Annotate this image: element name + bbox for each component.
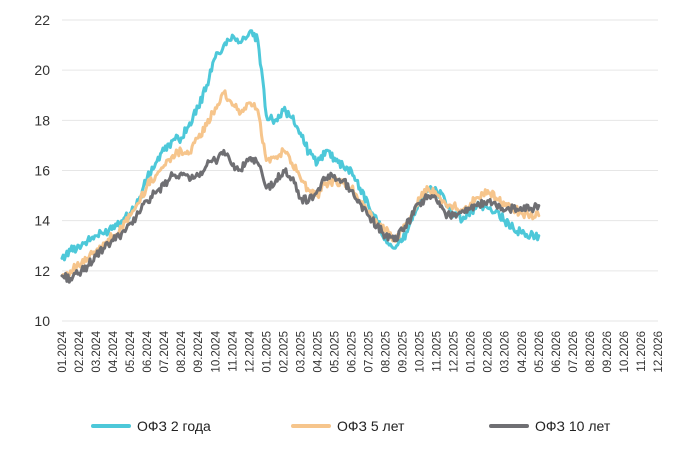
x-tick-label: 06.2025 bbox=[346, 331, 358, 373]
ofz-5y-line bbox=[60, 89, 541, 278]
x-tick-label: 01.2026 bbox=[466, 331, 478, 373]
x-tick-label: 11.2024 bbox=[227, 330, 239, 371]
ofz-10y-line bbox=[60, 148, 541, 284]
y-tick-label: 18 bbox=[34, 112, 50, 128]
x-tick-label: 03.2024 bbox=[91, 330, 103, 372]
x-tick-label: 03.2025 bbox=[295, 331, 307, 373]
legend-item-ofz2[interactable]: ОФЗ 2 года bbox=[91, 418, 211, 434]
x-tick-label: 07.2026 bbox=[568, 331, 580, 373]
x-tick-label: 04.2024 bbox=[108, 330, 120, 372]
y-tick-label: 22 bbox=[34, 12, 50, 28]
x-tick-label: 08.2025 bbox=[381, 331, 393, 373]
series-lines bbox=[60, 29, 541, 284]
x-tick-label: 05.2026 bbox=[534, 331, 546, 373]
legend-swatch-ofz2 bbox=[91, 424, 131, 428]
x-tick-label: 07.2025 bbox=[364, 331, 376, 373]
x-tick-label: 01.2024 bbox=[57, 330, 69, 372]
legend-item-ofz5[interactable]: ОФЗ 5 лет bbox=[291, 418, 404, 434]
y-tick-label: 20 bbox=[34, 62, 50, 78]
x-tick-label: 03.2026 bbox=[500, 331, 512, 373]
legend: ОФЗ 2 года ОФЗ 5 лет ОФЗ 10 лет bbox=[0, 418, 691, 438]
legend-swatch-ofz10 bbox=[489, 424, 529, 428]
x-axis-ticks: 01.2024 02.2024 03.2024 04.2024 05.2024 06.20… bbox=[57, 330, 665, 372]
x-tick-label: 07.2024 bbox=[159, 330, 171, 372]
x-tick-label: 12.2025 bbox=[449, 331, 461, 373]
y-tick-label: 16 bbox=[34, 163, 50, 179]
x-tick-label: 11.2025 bbox=[432, 331, 444, 372]
ofz-2y-line bbox=[60, 29, 541, 262]
x-tick-label: 02.2025 bbox=[278, 331, 290, 373]
y-axis-ticks: 10 12 14 16 18 20 22 bbox=[34, 12, 50, 329]
x-tick-label: 04.2025 bbox=[312, 331, 324, 373]
x-tick-label: 09.2024 bbox=[193, 330, 205, 372]
x-tick-label: 02.2024 bbox=[74, 330, 86, 372]
x-tick-label: 10.2026 bbox=[619, 331, 631, 373]
x-tick-label: 05.2024 bbox=[125, 330, 137, 372]
x-tick-label: 08.2024 bbox=[176, 330, 188, 372]
y-tick-label: 14 bbox=[34, 213, 50, 229]
x-tick-label: 02.2026 bbox=[483, 331, 495, 373]
x-tick-label: 06.2024 bbox=[142, 330, 154, 372]
x-tick-label: 10.2025 bbox=[415, 331, 427, 373]
y-tick-label: 10 bbox=[34, 313, 50, 329]
x-tick-label: 05.2025 bbox=[329, 331, 341, 373]
legend-label-ofz5: ОФЗ 5 лет bbox=[337, 418, 405, 434]
legend-swatch-ofz5 bbox=[291, 424, 331, 428]
x-tick-label: 09.2025 bbox=[398, 331, 410, 373]
x-tick-label: 10.2024 bbox=[210, 330, 222, 372]
x-tick-label: 01.2025 bbox=[261, 331, 273, 373]
x-tick-label: 09.2026 bbox=[602, 331, 614, 373]
x-tick-label: 12.2026 bbox=[653, 331, 665, 373]
legend-label-ofz2: ОФЗ 2 года bbox=[137, 418, 211, 434]
legend-item-ofz10[interactable]: ОФЗ 10 лет bbox=[489, 418, 610, 434]
x-tick-label: 11.2026 bbox=[636, 331, 648, 372]
line-chart: 10 12 14 16 18 20 22 01.2024 02.2024 03.2024 04.2… bbox=[34, 12, 665, 373]
y-tick-label: 12 bbox=[34, 263, 50, 279]
x-tick-label: 06.2026 bbox=[551, 331, 563, 373]
legend-label-ofz10: ОФЗ 10 лет bbox=[535, 418, 611, 434]
x-tick-label: 12.2024 bbox=[244, 330, 256, 372]
x-tick-label: 04.2026 bbox=[517, 331, 529, 373]
x-tick-label: 08.2026 bbox=[585, 331, 597, 373]
